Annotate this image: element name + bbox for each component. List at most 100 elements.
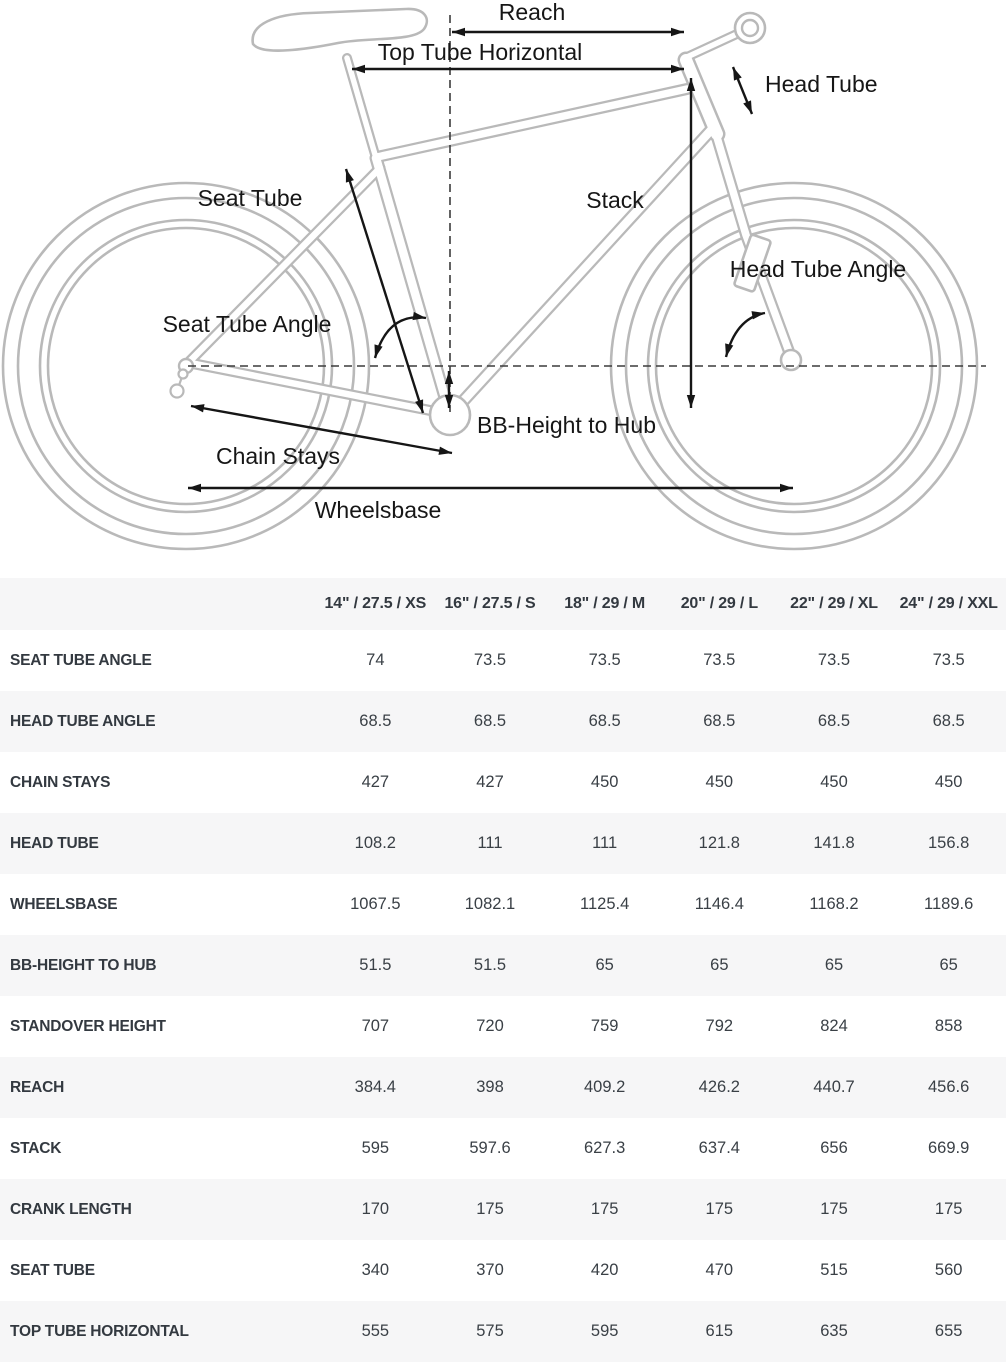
cell-value: 73.5 — [703, 651, 736, 669]
cell-value: 51.5 — [359, 956, 392, 974]
cell-value: 575 — [476, 1322, 504, 1340]
cell-value: 384.4 — [354, 1078, 396, 1096]
cell-value: 720 — [476, 1017, 504, 1035]
cell-value: 51.5 — [473, 956, 507, 974]
cell-value: 68.5 — [588, 712, 621, 730]
cell-value: 555 — [361, 1322, 390, 1340]
cell-value: 450 — [820, 773, 848, 791]
cell-value: 73.5 — [932, 651, 965, 669]
table-row: BB-HEIGHT TO HUB 51.5 51.5 65 65 65 65 — [0, 935, 1006, 996]
chain-stays-label: Chain Stays — [216, 443, 340, 469]
seat-tube-arrow — [344, 168, 425, 414]
cell-value: 1189.6 — [924, 895, 974, 913]
cell-value: 470 — [705, 1261, 734, 1279]
table-row: HEAD TUBE 108.2 111 111 121.8 141.8 156.8 — [0, 813, 1006, 874]
seat-tube-angle-arc — [373, 311, 427, 359]
row-label: TOP TUBE HORIZONTAL — [10, 1322, 189, 1340]
cell-value: 792 — [705, 1017, 734, 1035]
bike-components — [169, 7, 803, 437]
cell-value: 65 — [710, 956, 729, 974]
row-label: SEAT TUBE — [10, 1261, 95, 1279]
cell-value: 74 — [366, 651, 385, 669]
cell-value: 450 — [705, 773, 734, 791]
cell-value: 73.5 — [473, 651, 507, 669]
cell-value: 440.7 — [813, 1078, 855, 1096]
cell-value: 595 — [361, 1139, 390, 1157]
cell-value: 655 — [934, 1322, 963, 1340]
head-tube-angle-label: Head Tube Angle — [730, 256, 906, 282]
cell-value: 65 — [595, 956, 614, 974]
cell-value: 707 — [361, 1017, 390, 1035]
bb-height-to-hub-label: BB-Height to Hub — [477, 412, 656, 438]
row-label: HEAD TUBE ANGLE — [10, 712, 156, 730]
cell-value: 68.5 — [932, 712, 965, 730]
cell-value: 68.5 — [703, 712, 736, 730]
table-row: STACK 595 597.6 627.3 637.4 656 669.9 — [0, 1118, 1006, 1179]
saddle — [251, 7, 429, 52]
bike-diagram-svg: Reach Top Tube Horizontal Head Tube Seat… — [1, 0, 986, 551]
cell-value: 68.5 — [817, 712, 851, 730]
reach-label: Reach — [499, 0, 565, 25]
cell-value: 175 — [590, 1200, 619, 1218]
fork-lower-detail — [733, 233, 772, 293]
cell-value: 156.8 — [928, 834, 970, 852]
derailleur-pulley — [169, 383, 185, 399]
cell-value: 595 — [590, 1322, 619, 1340]
cell-value: 560 — [934, 1261, 963, 1279]
row-label: BB-HEIGHT TO HUB — [10, 956, 157, 974]
cell-value: 1067.5 — [350, 895, 401, 913]
cell-value: 141.8 — [813, 834, 855, 852]
size-column-header: 24" / 29 / XXL — [899, 595, 998, 612]
row-label: CRANK LENGTH — [10, 1200, 132, 1218]
cell-value: 1082.1 — [464, 895, 516, 913]
cell-value: 108.2 — [354, 834, 396, 852]
cell-value: 340 — [361, 1261, 390, 1279]
table-row: CHAIN STAYS 427 427 450 450 450 450 — [0, 752, 1006, 813]
cell-value: 656 — [820, 1139, 848, 1157]
row-label: REACH — [10, 1078, 65, 1096]
size-column-header: 20" / 29 / L — [680, 595, 758, 612]
cell-value: 370 — [476, 1261, 504, 1279]
size-column-header: 14" / 27.5 / XS — [324, 595, 427, 612]
cell-value: 409.2 — [584, 1078, 626, 1096]
cell-value: 398 — [476, 1078, 504, 1096]
table-row: SEAT TUBE 340 370 420 470 515 560 — [0, 1240, 1006, 1301]
cell-value: 597.6 — [469, 1139, 511, 1157]
row-label: STACK — [10, 1139, 62, 1157]
reference-lines — [188, 15, 986, 412]
cell-value: 68.5 — [359, 712, 392, 730]
front-dropout — [779, 348, 803, 372]
cell-value: 111 — [592, 834, 618, 852]
geometry-table-header: 14" / 27.5 / XS 16" / 27.5 / S 18" / 29 / … — [0, 578, 1006, 630]
table-row: REACH 384.4 398 409.2 426.2 440.7 456.6 — [0, 1057, 1006, 1118]
cell-value: 65 — [824, 956, 844, 974]
row-label: STANDOVER HEIGHT — [10, 1017, 166, 1035]
table-row: HEAD TUBE ANGLE 68.5 68.5 68.5 68.5 68.5 68.5 — [0, 691, 1006, 752]
cell-value: 637.4 — [698, 1139, 740, 1157]
cell-value: 635 — [820, 1322, 848, 1340]
cell-value: 759 — [590, 1017, 619, 1035]
cell-value: 627.3 — [584, 1139, 626, 1157]
cell-value: 121.8 — [698, 834, 740, 852]
cell-value: 669.9 — [928, 1139, 970, 1157]
seat-tube-angle-label: Seat Tube Angle — [163, 311, 332, 337]
cell-value: 73.5 — [817, 651, 851, 669]
cell-value: 175 — [820, 1200, 848, 1218]
head-tube-label: Head Tube — [765, 71, 878, 97]
cell-value: 450 — [590, 773, 619, 791]
cell-value: 175 — [476, 1200, 504, 1218]
cell-value: 111 — [477, 834, 503, 852]
cell-value: 450 — [934, 773, 963, 791]
head-tube-angle-arc — [724, 311, 766, 358]
cell-value: 175 — [705, 1200, 734, 1218]
size-column-header: 22" / 29 / XL — [790, 595, 878, 612]
dimension-arrows — [188, 27, 793, 493]
cell-value: 170 — [361, 1200, 390, 1218]
table-row: TOP TUBE HORIZONTAL 555 575 595 615 635 655 — [0, 1301, 1006, 1362]
dimension-labels: Reach Top Tube Horizontal Head Tube Seat… — [163, 0, 907, 523]
table-row: SEAT TUBE ANGLE 74 73.5 73.5 73.5 73.5 73.5 — [0, 630, 1006, 691]
table-row: STANDOVER HEIGHT 707 720 759 792 824 858 — [0, 996, 1006, 1057]
cell-value: 175 — [934, 1200, 963, 1218]
table-row: CRANK LENGTH 170 175 175 175 175 175 — [0, 1179, 1006, 1240]
